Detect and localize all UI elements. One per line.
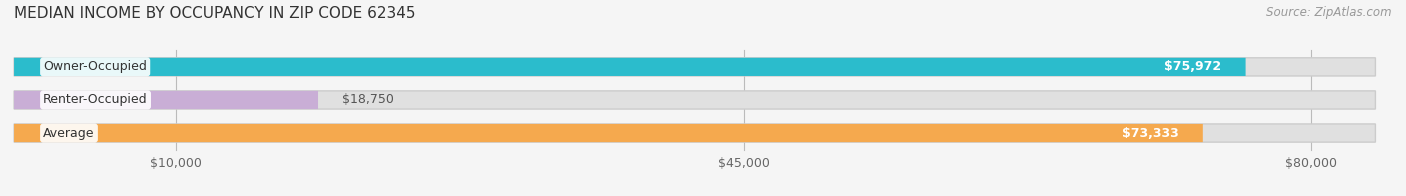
- FancyBboxPatch shape: [14, 91, 1375, 109]
- Text: Source: ZipAtlas.com: Source: ZipAtlas.com: [1267, 6, 1392, 19]
- Text: $18,750: $18,750: [342, 93, 394, 106]
- FancyBboxPatch shape: [14, 91, 318, 109]
- FancyBboxPatch shape: [14, 58, 1246, 76]
- Text: $75,972: $75,972: [1164, 60, 1222, 73]
- FancyBboxPatch shape: [14, 124, 1202, 142]
- Text: $73,333: $73,333: [1122, 127, 1178, 140]
- Text: MEDIAN INCOME BY OCCUPANCY IN ZIP CODE 62345: MEDIAN INCOME BY OCCUPANCY IN ZIP CODE 6…: [14, 6, 416, 21]
- Text: Renter-Occupied: Renter-Occupied: [44, 93, 148, 106]
- FancyBboxPatch shape: [14, 124, 1375, 142]
- Text: Average: Average: [44, 127, 94, 140]
- FancyBboxPatch shape: [14, 58, 1375, 76]
- Text: Owner-Occupied: Owner-Occupied: [44, 60, 148, 73]
